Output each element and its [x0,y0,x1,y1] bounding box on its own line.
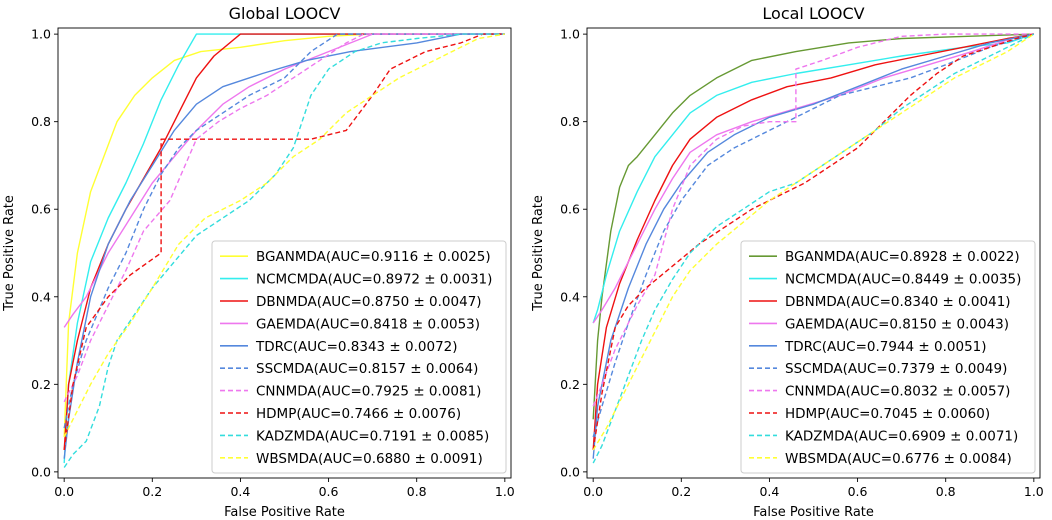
x-tick-label: 0.6 [319,484,339,499]
legend-entry: GAEMDA(AUC=0.8418 ± 0.0053) [256,316,480,332]
y-tick-label: 0.2 [31,377,51,392]
series-line-hdmp [592,33,1034,451]
chart-title: Global LOOCV [229,4,341,23]
legend-entry: HDMP(AUC=0.7045 ± 0.0060) [785,406,990,422]
legend-entry: DBNMDA(AUC=0.8340 ± 0.0041) [785,294,1011,310]
series-line-tdrc [63,33,505,459]
series-line-bganmda [592,33,1034,420]
y-tick-label: 0.6 [560,202,580,217]
axes-frame [586,27,1041,479]
legend-box [740,240,1036,474]
legend-entry: CNNMDA(AUC=0.7925 ± 0.0081) [256,384,481,400]
y-axis-label: True Positive Rate [531,195,546,312]
series-line-tdrc [592,33,1034,459]
x-tick-label: 0.8 [936,484,956,499]
y-tick-label: 0.8 [31,114,51,129]
legend-entry: SSCMDA(AUC=0.8157 ± 0.0064) [256,361,478,377]
legend-box [211,240,507,474]
x-axis-label: False Positive Rate [753,505,874,520]
y-tick-label: 1.0 [560,27,580,42]
x-tick-label: 0.0 [583,484,603,499]
y-tick-label: 1.0 [31,27,51,42]
legend-entry: CNNMDA(AUC=0.8032 ± 0.0057) [785,384,1010,400]
legend-entry: TDRC(AUC=0.8343 ± 0.0072) [255,339,458,355]
x-tick-label: 0.0 [54,484,74,499]
y-tick-label: 0.0 [31,464,51,479]
series-line-gaemda [63,33,505,328]
y-tick-label: 0.0 [560,464,580,479]
x-tick-label: 0.4 [759,484,779,499]
legend-entry: WBSMDA(AUC=0.6880 ± 0.0091) [256,451,483,467]
legend: BGANMDA(AUC=0.9116 ± 0.0025) NCMCMDA(AUC=… [211,240,507,474]
axes-frame [57,27,512,479]
series-line-cnnmda [592,33,1034,407]
legend-entry: HDMP(AUC=0.7466 ± 0.0076) [256,406,461,422]
series-line-bganmda [63,33,505,437]
x-tick-label: 1.0 [495,484,515,499]
chart-title: Local LOOCV [762,4,864,23]
legend-entry: BGANMDA(AUC=0.8928 ± 0.0022) [785,249,1020,265]
x-tick-label: 0.2 [142,484,162,499]
x-tick-label: 0.8 [407,484,427,499]
legend-entry: KADZMDA(AUC=0.6909 ± 0.0071) [785,428,1018,444]
y-tick-label: 0.2 [560,377,580,392]
y-tick-label: 0.6 [31,202,51,217]
series-line-wbsmda [63,33,505,438]
x-tick-label: 0.6 [848,484,868,499]
series-line-ncmcmda [592,33,1035,324]
legend-entry: NCMCMDA(AUC=0.8449 ± 0.0035) [785,272,1021,288]
series-lines [63,33,505,468]
panel-global-loocv: Global LOOCV 0.0 0.2 0.4 0.6 0.8 1.0 0.0 0.2 0.4 0… [2,4,515,520]
series-line-dbnmda [592,33,1034,451]
series-line-wbsmda [592,33,1035,451]
y-tick-label: 0.4 [31,289,51,304]
series-line-kadzmda [592,33,1035,464]
series-line-ncmcmda [63,33,505,464]
x-tick-label: 0.4 [230,484,250,499]
legend-entry: KADZMDA(AUC=0.7191 ± 0.0085) [256,428,489,444]
legend-entry: BGANMDA(AUC=0.9116 ± 0.0025) [256,249,491,265]
legend-entry: TDRC(AUC=0.7944 ± 0.0051) [784,339,987,355]
x-axis-label: False Positive Rate [224,505,345,520]
legend-entry: NCMCMDA(AUC=0.8972 ± 0.0031) [256,272,492,288]
x-tick-label: 1.0 [1024,484,1044,499]
panel-local-loocv: Local LOOCV 0.0 0.2 0.4 0.6 0.8 1.0 0.0 0.2 0.4 0.… [531,4,1044,520]
series-lines [592,33,1035,464]
legend-entry: SSCMDA(AUC=0.7379 ± 0.0049) [785,361,1007,377]
legend-entry: WBSMDA(AUC=0.6776 ± 0.0084) [785,451,1012,467]
series-line-cnnmda [63,33,505,403]
series-line-hdmp [63,33,505,451]
legend-entry: GAEMDA(AUC=0.8150 ± 0.0043) [785,316,1009,332]
x-tick-label: 0.2 [671,484,691,499]
y-tick-label: 0.8 [560,114,580,129]
series-line-gaemda [592,33,1034,324]
y-axis-label: True Positive Rate [2,195,17,312]
legend: BGANMDA(AUC=0.8928 ± 0.0022) NCMCMDA(AUC=… [740,240,1036,474]
series-line-sscmda [63,33,505,429]
y-tick-label: 0.4 [560,289,580,304]
legend-entry: DBNMDA(AUC=0.8750 ± 0.0047) [256,294,482,310]
series-line-sscmda [592,33,1035,438]
